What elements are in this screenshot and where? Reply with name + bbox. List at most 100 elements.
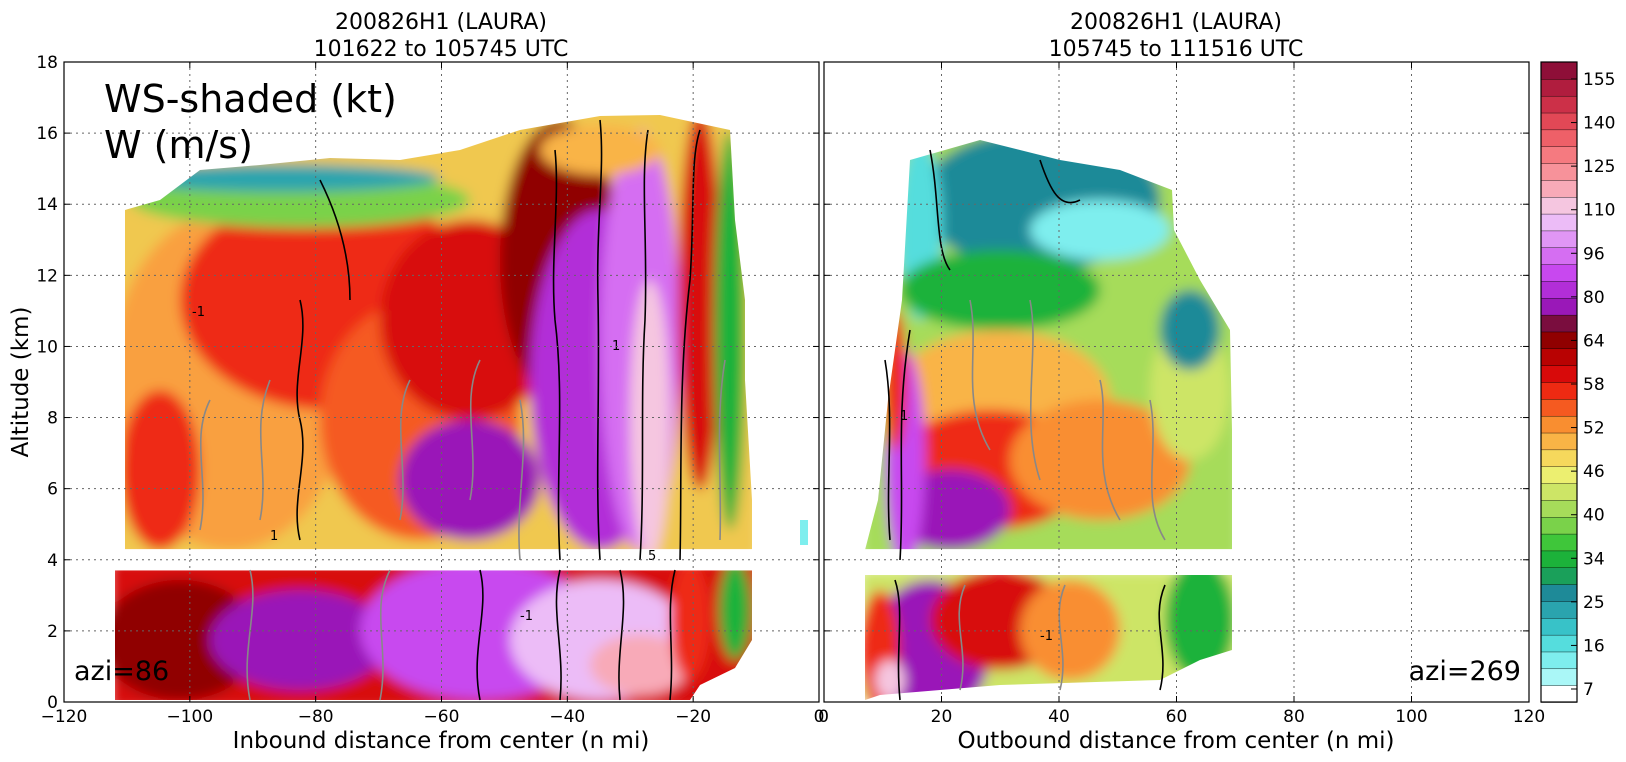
- x-tick-label: 60: [1166, 707, 1188, 727]
- x-tick-label: −40: [549, 707, 585, 727]
- right-panel-shading: [825, 140, 1528, 700]
- colorbar-swatch: [1540, 297, 1578, 316]
- left-title: 200826H1 (LAURA) 101622 to 105745 UTC: [314, 10, 569, 62]
- colorbar-tick-label: 110: [1583, 201, 1615, 221]
- colorbar-tick-label: 96: [1583, 244, 1605, 264]
- x-tick-label: 40: [1048, 707, 1070, 727]
- contour-label: 1: [270, 529, 278, 544]
- colorbar-swatch: [1540, 634, 1578, 653]
- colorbar-frame: [1540, 61, 1578, 703]
- colorbar-swatch: [1540, 533, 1578, 552]
- x-tick-label: 120: [1513, 707, 1545, 727]
- y-tick-label: 2: [47, 622, 58, 642]
- left-y-ticks: 0 2 4 6 8 10 12 14 16 18: [36, 53, 819, 713]
- colorbar-swatch: [1540, 314, 1578, 333]
- right-azimuth-label: azi=269: [1409, 656, 1521, 687]
- y-tick-label: 6: [47, 480, 58, 500]
- colorbar-tick-label: 64: [1583, 331, 1605, 351]
- colorbar-swatch: [1540, 668, 1578, 686]
- colorbar-swatch: [1540, 112, 1578, 131]
- colorbar-swatch: [1540, 95, 1578, 114]
- colorbar-swatch: [1540, 466, 1578, 484]
- colorbar-tick-label: 125: [1583, 157, 1615, 177]
- colorbar-swatch: [1540, 78, 1578, 97]
- left-axes: −120 −100 −80 −60 −40 −20 0 0 2 4 6 8 10 12 14 16 18: [36, 53, 824, 727]
- colorbar-swatch: [1540, 432, 1578, 451]
- colorbar-swatch: [1540, 381, 1578, 400]
- left-x-ticks: −120 −100 −80 −60 −40 −20 0: [41, 62, 824, 727]
- y-axis-label: Altitude (km): [8, 307, 34, 458]
- y-tick-label: 14: [36, 195, 58, 215]
- colorbar-tick-label: 155: [1583, 70, 1615, 90]
- x-tick-label: 0: [818, 707, 829, 727]
- left-panel-shading: [65, 115, 818, 700]
- contour-label: 1: [900, 409, 908, 424]
- right-axes: 0 20 40 60 80 100 120: [818, 61, 1545, 727]
- y-tick-label: 16: [36, 124, 58, 144]
- x-tick-label: −120: [41, 707, 88, 727]
- left-title-line1: 200826H1 (LAURA): [335, 10, 547, 35]
- colorbar-swatch: [1540, 583, 1578, 602]
- y-tick-label: 8: [47, 409, 58, 429]
- colorbar-swatch: [1540, 617, 1578, 636]
- x-tick-label: −80: [298, 707, 334, 727]
- colorbar-swatch: [1540, 196, 1578, 215]
- colorbar: 7 16 25 34 40 46 52 58 64 80 96 110 125 140 155: [1540, 61, 1615, 703]
- x-tick-label: −60: [424, 707, 460, 727]
- right-grid: [824, 62, 1529, 702]
- y-tick-label: 18: [36, 53, 58, 73]
- right-x-ticks: 0 20 40 60 80 100 120: [818, 62, 1545, 727]
- colorbar-tick-label: 40: [1583, 506, 1605, 526]
- colorbar-tick-label: 16: [1583, 636, 1605, 656]
- colorbar-tick-label: 7: [1583, 680, 1594, 700]
- colorbar-swatch: [1540, 516, 1578, 535]
- data-gap-band: [65, 549, 818, 571]
- colorbar-ticks: 7 16 25 34 40 46 52 58 64 80 96 110 125 140 155: [1571, 70, 1615, 700]
- colorbar-swatch: [1540, 61, 1578, 80]
- ws-shaded-label: WS-shaded (kt): [104, 77, 397, 121]
- contour-label: 5: [648, 549, 656, 564]
- left-grid: [64, 62, 819, 702]
- y-tick-label: 12: [36, 266, 58, 286]
- colorbar-swatch: [1540, 179, 1578, 198]
- colorbar-tick-label: 58: [1583, 375, 1605, 395]
- colorbar-swatches: [1540, 61, 1578, 703]
- colorbar-swatch: [1540, 415, 1578, 434]
- y-tick-label: 10: [36, 337, 58, 357]
- colorbar-swatch: [1540, 213, 1578, 232]
- y-tick-label: 4: [47, 551, 58, 571]
- colorbar-tick-label: 34: [1583, 549, 1605, 569]
- data-gap-band: [825, 549, 1528, 571]
- left-title-line2: 101622 to 105745 UTC: [314, 37, 569, 62]
- colorbar-swatch: [1540, 129, 1578, 147]
- x-tick-label: 100: [1395, 707, 1427, 727]
- colorbar-swatch: [1540, 651, 1578, 670]
- colorbar-swatch: [1540, 146, 1578, 164]
- right-y-ticks: [824, 61, 1529, 703]
- colorbar-swatch: [1540, 482, 1578, 501]
- colorbar-swatch: [1540, 348, 1578, 366]
- contour-label: -1: [1040, 629, 1053, 644]
- colorbar-tick-label: 25: [1583, 593, 1605, 613]
- colorbar-swatch: [1540, 247, 1578, 265]
- contour-label: -1: [520, 609, 533, 624]
- right-title-line1: 200826H1 (LAURA): [1070, 10, 1282, 35]
- colorbar-swatch: [1540, 398, 1578, 417]
- colorbar-tick-label: 46: [1583, 462, 1605, 482]
- colorbar-swatch: [1540, 263, 1578, 282]
- x-tick-label: 80: [1283, 707, 1305, 727]
- left-x-axis-label: Inbound distance from center (n mi): [233, 728, 650, 754]
- colorbar-tick-label: 52: [1583, 419, 1605, 439]
- colorbar-swatch: [1540, 364, 1578, 383]
- colorbar-swatch: [1540, 684, 1578, 703]
- contour-label: -1: [192, 305, 205, 320]
- right-title: 200826H1 (LAURA) 105745 to 111516 UTC: [1049, 10, 1304, 62]
- x-tick-label: −20: [675, 707, 711, 727]
- colorbar-swatch: [1540, 449, 1578, 467]
- colorbar-swatch: [1540, 600, 1578, 619]
- left-azimuth-label: azi=86: [74, 656, 169, 687]
- colorbar-swatch: [1540, 567, 1578, 585]
- colorbar-swatch: [1540, 550, 1578, 568]
- w-label: W (m/s): [104, 123, 253, 167]
